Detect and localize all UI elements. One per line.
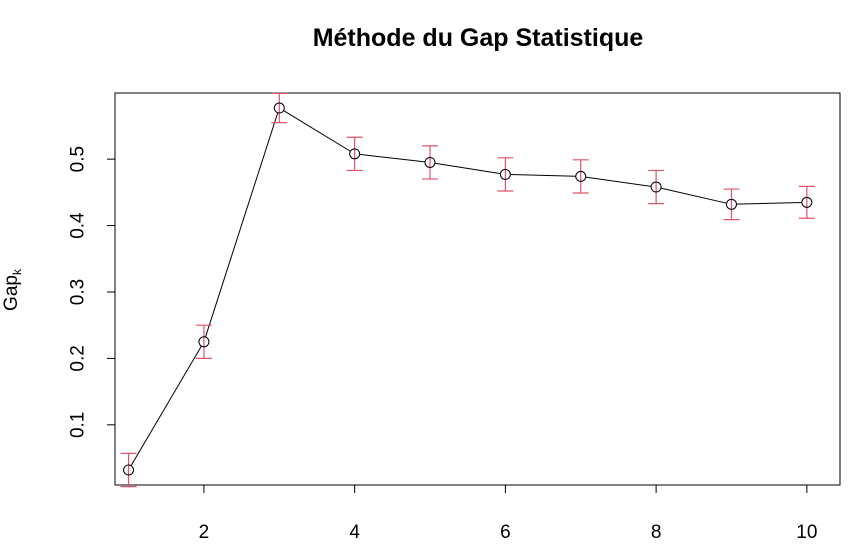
data-point-3	[273, 102, 285, 114]
data-point-1	[123, 464, 135, 476]
data-point-8	[650, 181, 662, 193]
error-bar-9	[723, 188, 740, 221]
series-segment-1-2	[130, 345, 202, 466]
y-tick-label-0.3: 0.3	[68, 279, 89, 305]
x-tick-label-10: 10	[796, 522, 817, 543]
data-point-9	[725, 198, 737, 210]
error-bar-10	[798, 185, 815, 219]
y-axis-label-main: Gap	[1, 275, 22, 311]
y-tick-label-0.5: 0.5	[68, 146, 89, 172]
error-bar-2	[195, 324, 212, 360]
error-bars	[120, 92, 815, 488]
series-segment-7-8	[585, 176, 652, 187]
x-tick-label-8: 8	[651, 522, 662, 543]
data-point-7	[575, 170, 587, 182]
series-segment-8-9	[660, 187, 727, 204]
y-tick-label-0.2: 0.2	[68, 345, 89, 371]
plot-frame	[114, 92, 841, 486]
error-bar-1	[120, 452, 137, 488]
y-axis-label: Gapk	[1, 268, 24, 311]
x-tick-label-6: 6	[500, 522, 511, 543]
x-tick-label-4: 4	[349, 522, 360, 543]
data-point-5	[424, 156, 436, 168]
y-axis-label-subscript: k	[10, 268, 24, 275]
error-bar-5	[422, 145, 439, 180]
series-segment-4-5	[359, 153, 426, 163]
series-segment-9-10	[736, 201, 802, 205]
data-point-4	[349, 148, 361, 160]
series-segment-6-7	[510, 174, 576, 177]
y-tick-label-0.4: 0.4	[68, 212, 89, 239]
chart-title: Méthode du Gap Statistique	[313, 24, 644, 52]
series-line	[130, 110, 802, 466]
error-bar-7	[572, 159, 589, 194]
x-tick-label-2: 2	[199, 522, 210, 543]
data-point-6	[499, 168, 511, 180]
data-point-2	[198, 336, 210, 348]
error-bar-8	[648, 169, 665, 205]
data-point-10	[801, 196, 813, 208]
x-axis: 2 4 6 8 10	[199, 484, 817, 543]
y-tick-label-0.1: 0.1	[68, 412, 89, 438]
series-segment-2-3	[204, 112, 279, 338]
error-bar-4	[346, 136, 363, 172]
series-segment-5-6	[434, 162, 501, 175]
y-axis: 0.1 0.2 0.3 0.4 0.5	[68, 146, 116, 438]
data-points	[123, 102, 813, 476]
error-bar-3	[271, 92, 288, 124]
series-segment-3-4	[283, 110, 351, 152]
error-bar-6	[497, 157, 514, 192]
